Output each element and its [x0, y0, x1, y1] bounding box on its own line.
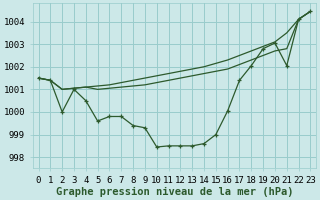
X-axis label: Graphe pression niveau de la mer (hPa): Graphe pression niveau de la mer (hPa): [56, 186, 293, 197]
